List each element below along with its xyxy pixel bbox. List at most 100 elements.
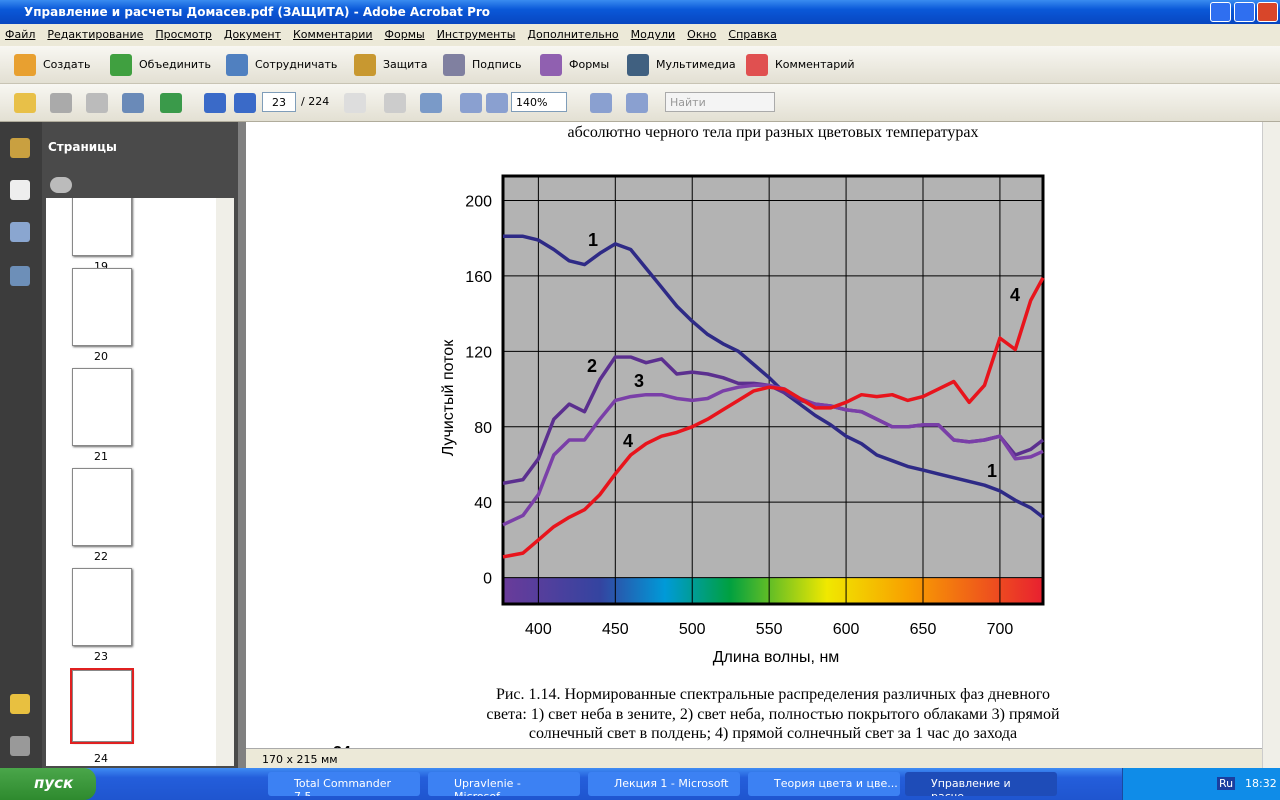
tool-button[interactable]: Подпись — [472, 58, 522, 71]
nav-icon[interactable] — [122, 93, 144, 113]
thumbnail-label: 20 — [94, 350, 108, 363]
page-total: / 224 — [301, 95, 330, 108]
maximize[interactable] — [1234, 2, 1255, 22]
x-tick-label: 700 — [987, 621, 1014, 638]
page-input[interactable]: 23 — [262, 92, 296, 112]
navigation-toolbar: 23 / 224 140% Найти — [0, 84, 1280, 122]
tool-button[interactable]: Сотрудничать — [255, 58, 338, 71]
document-page: абсолютно черного тела при разных цветов… — [333, 124, 1060, 748]
y-axis-label: Лучистый поток — [440, 339, 457, 456]
tool-button[interactable]: Формы — [569, 58, 610, 71]
series-label: 4 — [623, 431, 633, 451]
series-line — [503, 236, 1043, 517]
thumbnail[interactable] — [72, 468, 132, 546]
x-axis-label: Длина волны, нм — [713, 649, 840, 666]
tool-button[interactable]: Комментарий — [775, 58, 855, 71]
nav-icon[interactable] — [160, 93, 182, 113]
y-tick-label: 0 — [483, 571, 492, 588]
thumbnail-label: 24 — [94, 752, 108, 765]
nav-icon[interactable] — [626, 93, 648, 113]
thumbnail[interactable] — [72, 198, 132, 256]
tool-button[interactable]: Мультимедиа — [656, 58, 736, 71]
close[interactable] — [1257, 2, 1278, 22]
tool-button[interactable]: Защита — [383, 58, 428, 71]
menu-item[interactable]: Инструменты — [436, 28, 516, 41]
menu-item[interactable]: Справка — [728, 28, 777, 41]
tool-icon[interactable] — [540, 54, 562, 76]
menu-item[interactable]: Просмотр — [155, 28, 212, 41]
find-box[interactable]: Найти — [665, 92, 775, 112]
thumbnail-label: 21 — [94, 450, 108, 463]
nav-rail — [0, 122, 42, 768]
task-button[interactable]: Лекция 1 - Microsoft ... — [588, 772, 740, 796]
menu-item[interactable]: Файл — [5, 28, 36, 41]
menu-item[interactable]: Редактирование — [47, 28, 144, 41]
thumbnail-list: 19 20 21 22 23 24 — [46, 198, 234, 766]
menu-item[interactable]: Комментарии — [293, 28, 373, 41]
nav-icon[interactable] — [344, 93, 366, 113]
nav-icon[interactable] — [420, 93, 442, 113]
tool-icon[interactable] — [443, 54, 465, 76]
tool-icon[interactable] — [14, 54, 36, 76]
y-tick-label: 160 — [465, 269, 492, 286]
nav-icon[interactable] — [50, 93, 72, 113]
nav-icon[interactable] — [86, 93, 108, 113]
comments-icon[interactable] — [10, 694, 30, 714]
series-label: 1 — [987, 461, 997, 481]
minimize[interactable] — [1210, 2, 1231, 22]
thumbnail[interactable] — [70, 668, 134, 744]
nav-icon[interactable] — [590, 93, 612, 113]
nav-icon[interactable] — [460, 93, 482, 113]
tool-icon[interactable] — [226, 54, 248, 76]
menu-item[interactable]: Окно — [687, 28, 717, 41]
tool-button[interactable]: Создать — [43, 58, 91, 71]
vertical-scrollbar[interactable] — [1262, 122, 1280, 768]
series-label: 3 — [634, 371, 644, 391]
caption-line: Рис. 1.14. Нормированные спектральные ра… — [496, 686, 1050, 703]
attachments-icon[interactable] — [10, 736, 30, 756]
menu-item[interactable]: Дополнительно — [527, 28, 619, 41]
start-button[interactable]: пуск — [0, 768, 96, 800]
list-scrollbar[interactable] — [216, 198, 234, 766]
thumbnail[interactable] — [72, 268, 132, 346]
zoom: 140% — [516, 96, 548, 109]
language[interactable]: Ru — [1217, 777, 1236, 790]
x-tick-label: 450 — [602, 621, 629, 638]
task-button[interactable]: Total Commander 7.5... — [268, 772, 420, 796]
taskbar: пуск Ru 18:32 Total Commander 7.5... Upra… — [0, 768, 1280, 800]
lock-icon[interactable] — [10, 138, 30, 158]
tray: Ru 18:32 — [1122, 768, 1280, 800]
task-button[interactable]: Теория цвета и цве... — [748, 772, 900, 796]
start: пуск — [34, 774, 74, 792]
menu-item[interactable]: Модули — [630, 28, 676, 41]
nav-icon[interactable] — [14, 93, 36, 113]
task-button[interactable]: Управление и расче... — [905, 772, 1057, 796]
tool-icon[interactable] — [746, 54, 768, 76]
nav-icon[interactable] — [486, 93, 508, 113]
menu-item[interactable]: Документ — [223, 28, 281, 41]
thumbnail-label: 22 — [94, 550, 108, 563]
nav-icon[interactable] — [234, 93, 256, 113]
nav-icon[interactable] — [204, 93, 226, 113]
y-tick-label: 40 — [474, 495, 492, 512]
menu-item[interactable]: Формы — [384, 28, 425, 41]
thumbnail[interactable] — [72, 568, 132, 646]
pages-icon[interactable] — [10, 180, 30, 200]
tool-icon[interactable] — [354, 54, 376, 76]
signatures-icon[interactable] — [10, 266, 30, 286]
menu-bar: Файл Редактирование Просмотр Документ Коммен… — [0, 24, 1280, 46]
nav-icon[interactable] — [384, 93, 406, 113]
thumbnail[interactable] — [72, 368, 132, 446]
tool-button[interactable]: Объединить — [139, 58, 211, 71]
plot-frame — [501, 174, 1045, 606]
x-tick-label: 600 — [833, 621, 860, 638]
tool-icon[interactable] — [110, 54, 132, 76]
zoom-box[interactable]: 140% — [511, 92, 567, 112]
options-icon[interactable] — [50, 177, 72, 193]
task-button[interactable]: Upravlenie - Microsof... — [428, 772, 580, 796]
spectrum-strip — [503, 577, 1043, 604]
bookmarks-icon[interactable] — [10, 222, 30, 242]
find: Найти — [670, 96, 706, 109]
tool-icon[interactable] — [627, 54, 649, 76]
heading: абсолютно черного тела при разных цветов… — [568, 124, 979, 141]
